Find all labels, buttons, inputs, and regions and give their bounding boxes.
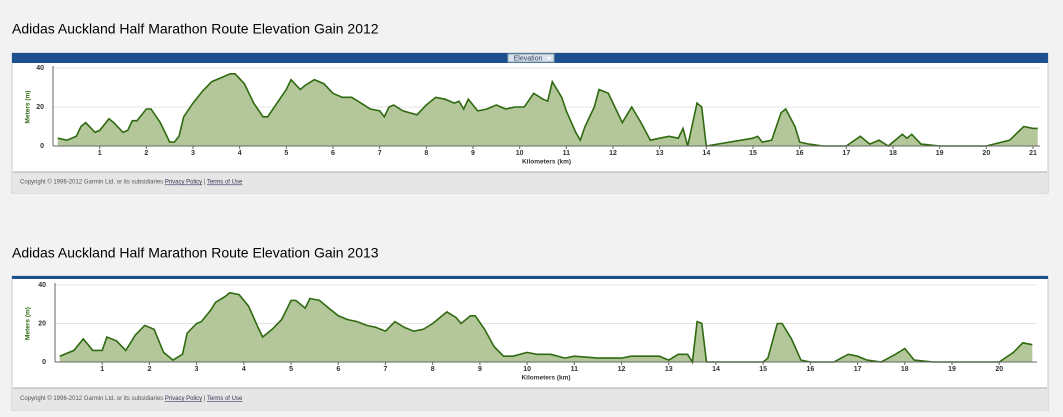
x-tick-label: 7 [384,366,388,373]
x-tick-label: 7 [378,150,382,157]
x-tick-label: 5 [284,150,288,157]
y-tick-label: 20 [36,104,44,111]
x-tick-label: 3 [191,150,195,157]
x-tick-label: 17 [842,150,850,157]
terms-link[interactable]: Terms of Use [207,179,243,185]
x-tick-label: 10 [523,366,531,373]
x-tick-label: 4 [242,366,246,373]
x-tick-label: 16 [796,150,804,157]
y-tick-label: 0 [40,143,44,150]
chart-title: Adidas Auckland Half Marathon Route Elev… [12,21,379,37]
x-tick-label: 1 [98,150,102,157]
x-axis-label: Kilometers (km) [521,375,570,382]
header-label[interactable]: Elevation [514,55,543,62]
x-tick-label: 13 [656,150,664,157]
x-tick-label: 19 [936,150,944,157]
copyright: Copyright © 1996-2012 Garmin Ltd. or its… [20,178,243,185]
x-tick-label: 16 [806,366,814,373]
x-tick-label: 6 [336,366,340,373]
separator: | [204,396,206,402]
y-axis-label: Meters (m) [25,91,32,124]
dropdown-arrow [547,57,551,60]
terms-link[interactable]: Terms of Use [207,396,243,402]
x-tick-label: 21 [1029,150,1037,157]
chart-title: Adidas Auckland Half Marathon Route Elev… [12,245,379,261]
header-button [507,53,555,63]
copyright: Copyright © 1996-2012 Garmin Ltd. or its… [20,395,243,402]
x-tick-label: 6 [331,150,335,157]
x-tick-label: 15 [749,150,757,157]
x-tick-label: 10 [516,150,524,157]
header-bar [12,276,1048,279]
x-tick-label: 12 [618,366,626,373]
x-tick-label: 11 [571,366,579,373]
x-tick-label: 12 [609,150,617,157]
footer [13,388,1047,410]
area-fill [57,73,1038,146]
x-axis-label: Kilometers (km) [522,159,571,166]
x-tick-label: 5 [289,366,293,373]
x-tick-label: 17 [854,366,862,373]
footer [13,172,1047,193]
x-tick-label: 9 [478,366,482,373]
x-tick-label: 20 [995,366,1003,373]
x-tick-label: 3 [195,366,199,373]
x-tick-label: 8 [424,150,428,157]
separator: | [204,179,206,185]
y-axis-label: Meters (m) [25,307,32,340]
y-tick-label: 40 [36,65,44,72]
x-tick-label: 4 [238,150,242,157]
y-tick-label: 0 [42,359,46,366]
x-tick-label: 14 [712,366,720,373]
x-tick-label: 8 [431,366,435,373]
x-tick-label: 20 [982,150,990,157]
privacy-link[interactable]: Privacy Policy [165,179,202,185]
y-tick-label: 40 [38,282,46,289]
copyright-text: Copyright © 1996-2012 Garmin Ltd. or its… [20,178,163,185]
x-tick-label: 13 [665,366,673,373]
x-tick-label: 15 [759,366,767,373]
privacy-link[interactable]: Privacy Policy [165,396,202,402]
x-tick-label: 1 [100,366,104,373]
x-tick-label: 18 [889,150,897,157]
y-tick-label: 20 [38,320,46,327]
area-fill [59,292,1033,362]
x-tick-label: 9 [471,150,475,157]
x-tick-label: 11 [563,150,571,157]
x-tick-label: 18 [901,366,909,373]
x-tick-label: 2 [147,366,151,373]
x-tick-label: 2 [144,150,148,157]
copyright-text: Copyright © 1996-2012 Garmin Ltd. or its… [20,395,163,402]
x-tick-label: 14 [702,150,710,157]
x-tick-label: 19 [948,366,956,373]
area-line [57,73,1038,147]
area-line [59,291,1033,365]
